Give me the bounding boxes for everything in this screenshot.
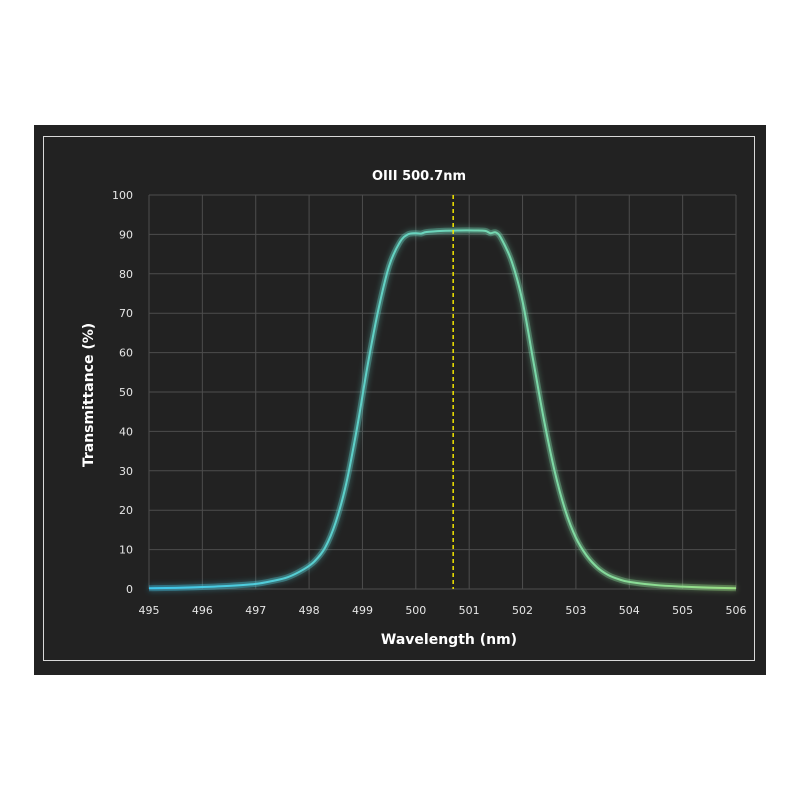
x-axis-label: Wavelength (nm) (381, 632, 517, 648)
x-tick-label: 496 (192, 604, 213, 617)
y-tick-label: 70 (119, 307, 133, 320)
x-tick-label: 499 (352, 604, 373, 617)
y-tick-label: 0 (126, 583, 133, 596)
y-tick-label: 20 (119, 504, 133, 517)
y-tick-label: 10 (119, 544, 133, 557)
grid (148, 194, 737, 590)
x-tick-label: 504 (619, 604, 640, 617)
y-tick-label: 80 (119, 268, 133, 281)
y-tick-label: 90 (119, 228, 133, 241)
y-axis-label: Transmittance (%) (81, 323, 97, 467)
x-tick-label: 502 (512, 604, 533, 617)
x-tick-label: 498 (299, 604, 320, 617)
chart-title: OIII 500.7nm (372, 169, 466, 184)
y-tick-label: 60 (119, 347, 133, 360)
chart-frame (43, 136, 755, 661)
transmittance-chart: 495 496 497 498 499 500 501 502 503 504 505 506 0 10… (81, 169, 747, 648)
x-tick-label: 495 (139, 604, 160, 617)
transmittance-curve (148, 229, 737, 590)
transmittance-curve-glow (148, 227, 737, 592)
x-tick-label: 506 (726, 604, 747, 617)
chart-panel: 495 496 497 498 499 500 501 502 503 504 505 506 0 10… (34, 125, 766, 675)
x-tick-label: 505 (672, 604, 693, 617)
y-tick-label: 40 (119, 425, 133, 438)
y-tick-label: 100 (112, 189, 133, 202)
x-tick-label: 501 (459, 604, 480, 617)
x-tick-label: 503 (565, 604, 586, 617)
y-tick-label: 30 (119, 465, 133, 478)
x-tick-label: 500 (405, 604, 426, 617)
x-tick-label: 497 (245, 604, 266, 617)
y-tick-labels: 0 10 20 30 40 50 60 70 80 90 100 (112, 189, 133, 596)
x-tick-labels: 495 496 497 498 499 500 501 502 503 504 505 506 (139, 604, 747, 617)
y-tick-label: 50 (119, 386, 133, 399)
